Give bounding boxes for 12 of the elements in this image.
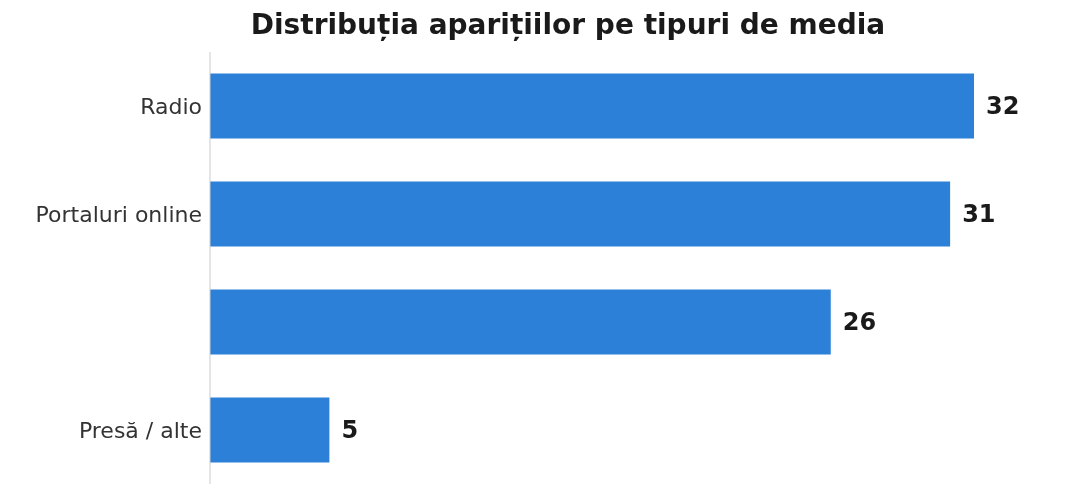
data-label: 31 [962, 200, 996, 229]
chart-title: Distribuția aparițiilor pe tipuri de media [249, 8, 887, 43]
data-label: 26 [842, 308, 877, 337]
bar [210, 73, 974, 139]
bar [210, 289, 831, 355]
y-tick-label: Portaluri online [35, 201, 202, 227]
data-label: 32 [986, 92, 1020, 121]
bar [210, 397, 330, 463]
data-label: 5 [341, 416, 359, 445]
y-tick-label: Presă / alte [78, 417, 202, 443]
y-tick-label: Radio [140, 93, 202, 119]
bar [210, 181, 951, 247]
